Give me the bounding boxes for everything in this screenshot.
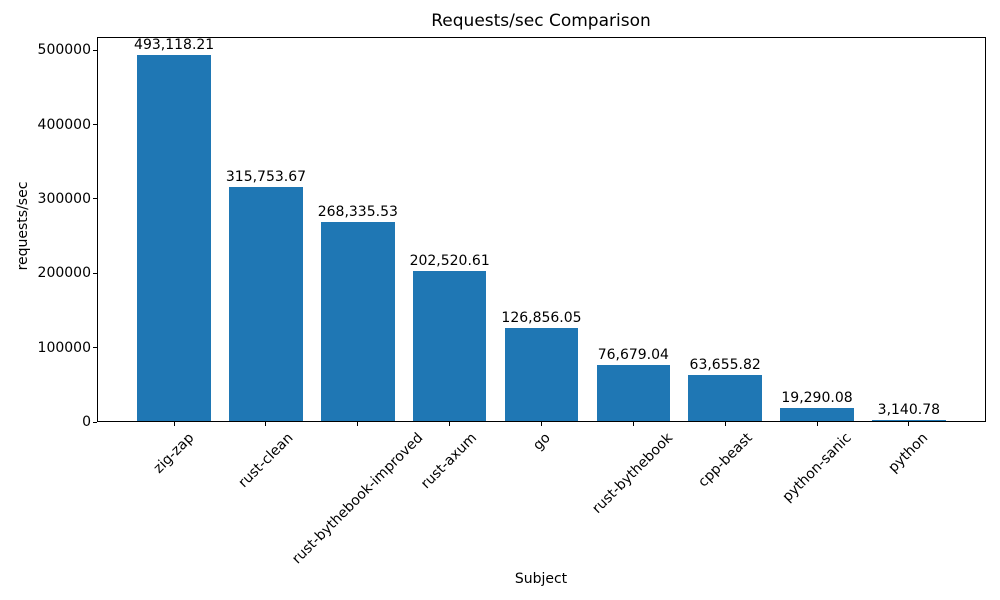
bar	[872, 419, 946, 422]
x-tick-label: zig-zap	[150, 430, 198, 477]
x-tick-mark	[265, 422, 267, 426]
x-axis-label: Subject	[514, 571, 568, 587]
y-tick-mark	[93, 124, 97, 126]
y-tick-label: 100000	[37, 339, 91, 356]
bar	[504, 327, 579, 422]
chart-title: Requests/sec Comparison	[431, 11, 651, 31]
bar-value-label: 63,655.82	[689, 356, 761, 373]
x-tick-label: cpp-beast	[694, 430, 756, 491]
y-tick-mark	[93, 347, 97, 349]
y-tick-label: 500000	[37, 42, 91, 59]
y-tick-mark	[93, 49, 97, 51]
x-tick-mark	[173, 422, 175, 426]
y-tick-mark	[93, 421, 97, 423]
bar	[229, 187, 303, 422]
x-tick-label: rust-clean	[235, 430, 297, 491]
y-tick-label: 0	[82, 414, 91, 430]
bar	[780, 407, 854, 422]
bar-value-label: 268,335.53	[317, 204, 398, 221]
bar-value-label: 126,856.05	[501, 309, 582, 326]
y-tick-label: 300000	[37, 190, 91, 207]
x-tick-label: rust-bythebook	[589, 430, 677, 517]
x-tick-mark	[724, 422, 726, 426]
bar	[137, 55, 211, 422]
x-tick-label: rust-bythebook-improved	[288, 430, 427, 568]
y-tick-mark	[93, 272, 97, 274]
x-tick-mark	[357, 422, 359, 426]
x-tick-mark	[632, 422, 634, 426]
y-tick-label: 200000	[37, 265, 91, 282]
x-tick-mark	[908, 422, 910, 426]
bar-value-label: 19,290.08	[781, 389, 853, 406]
x-tick-mark	[816, 422, 818, 426]
bar	[412, 271, 487, 422]
bar	[321, 222, 395, 422]
x-tick-label: rust-axum	[418, 430, 481, 493]
bar-value-label: 493,118.21	[134, 37, 215, 54]
bar	[688, 374, 762, 422]
bar-value-label: 315,753.67	[225, 169, 307, 186]
x-tick-mark	[449, 422, 451, 426]
y-tick-label: 400000	[37, 116, 91, 133]
x-tick-label: python	[885, 430, 932, 476]
bar-value-label: 76,679.04	[597, 346, 669, 363]
x-tick-mark	[541, 422, 542, 426]
x-tick-label: go	[529, 430, 554, 454]
x-tick-label: python-sanic	[779, 430, 855, 506]
bar-value-label: 202,520.61	[409, 253, 490, 270]
bar-value-label: 3,140.78	[877, 401, 941, 418]
bar	[596, 364, 671, 422]
y-tick-mark	[93, 198, 97, 200]
